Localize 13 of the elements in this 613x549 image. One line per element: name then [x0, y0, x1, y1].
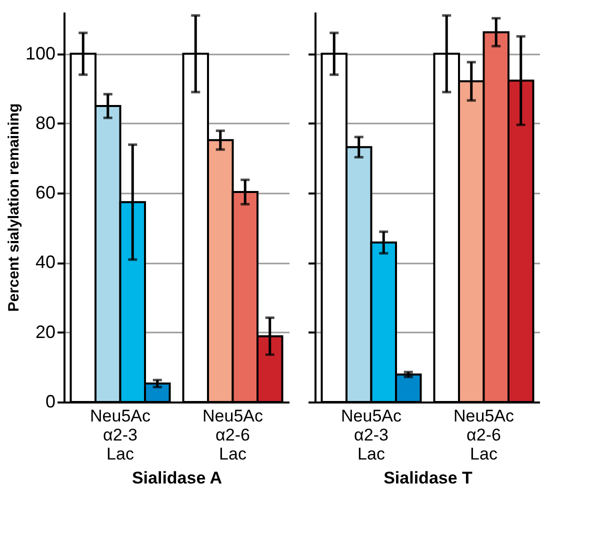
x-axis-title: Sialidase T — [384, 468, 474, 488]
x-tick-label: Neu5Ac α2-3 Lac — [90, 406, 151, 464]
x-tick-label: Neu5Ac α2-3 Lac — [341, 406, 402, 464]
y-tick-label: 60 — [35, 182, 56, 203]
y-tick-label: 100 — [25, 43, 56, 64]
y-tick-label: 80 — [35, 112, 56, 133]
y-tick-label: 40 — [35, 252, 56, 272]
x-tick-label: Neu5Ac α2-6 Lac — [454, 406, 514, 464]
x-axis-title: Sialidase A — [132, 468, 222, 488]
y-tick-label: 20 — [35, 322, 56, 342]
y-axis-title: Percent sialylation remaining — [5, 103, 22, 312]
y-tick-label: 0 — [45, 392, 56, 412]
x-tick-label: Neu5Ac α2-6 Lac — [202, 406, 264, 464]
